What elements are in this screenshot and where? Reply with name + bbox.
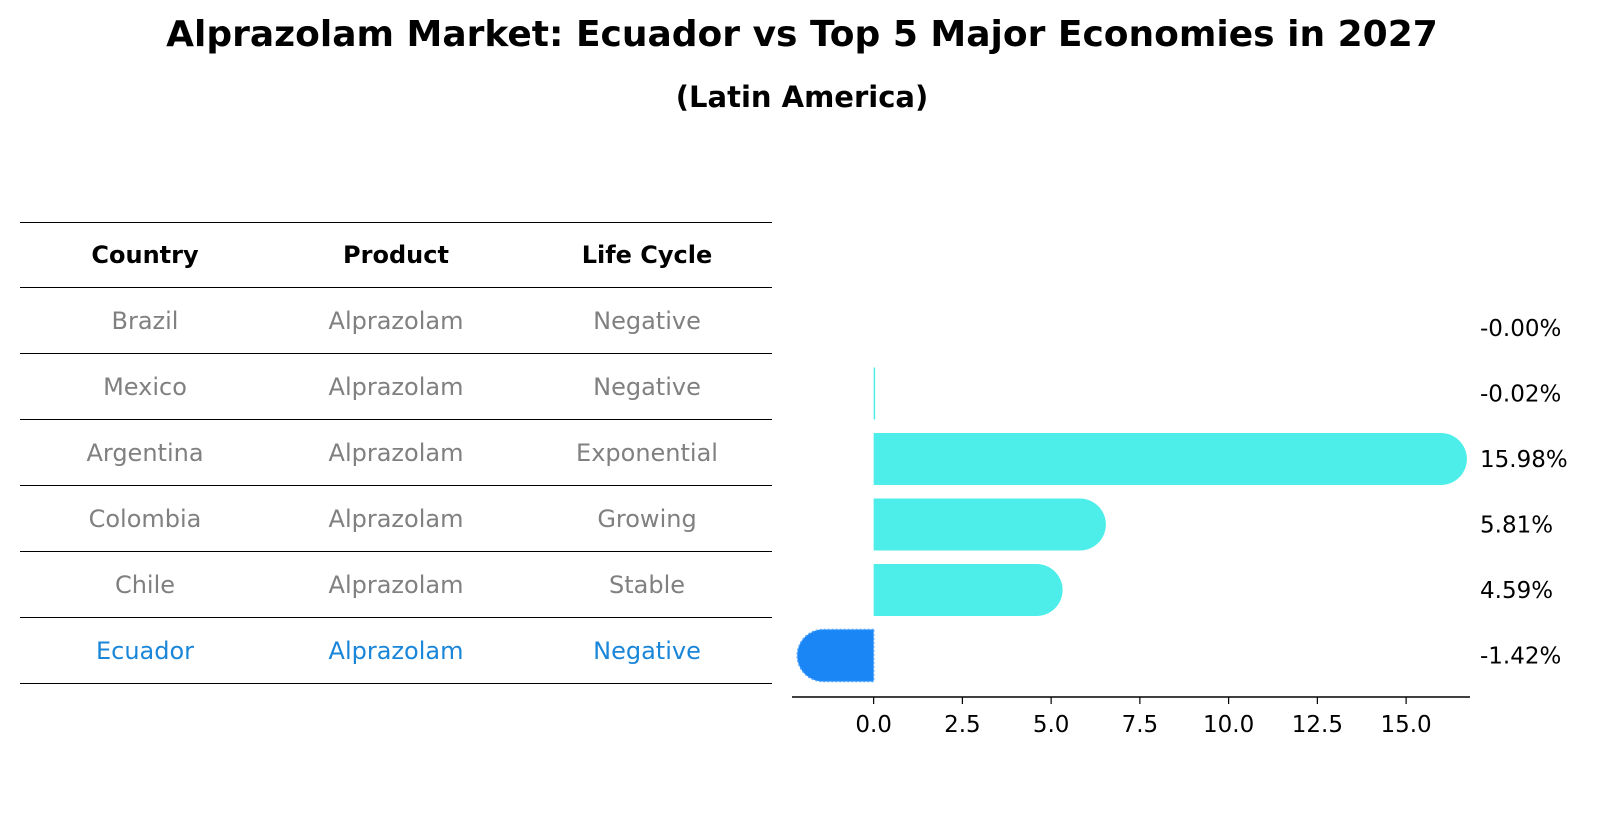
cell-life-cycle: Growing bbox=[597, 504, 697, 533]
table-row: Colombia Alprazolam Growing bbox=[20, 486, 772, 552]
cell-country: Colombia bbox=[88, 504, 202, 533]
bar-argentina bbox=[873, 433, 1467, 485]
cell-product: Alprazolam bbox=[328, 504, 464, 533]
cell-product: Alprazolam bbox=[328, 306, 464, 335]
x-tick-label: 5.0 bbox=[1033, 712, 1070, 738]
chart-title: Alprazolam Market: Ecuador vs Top 5 Majo… bbox=[166, 14, 1438, 55]
cell-life-cycle: Exponential bbox=[576, 438, 718, 467]
value-label-colombia: 5.81% bbox=[1480, 513, 1553, 539]
cell-country: Chile bbox=[114, 570, 176, 599]
x-tick-label: 12.5 bbox=[1292, 712, 1343, 738]
market-table: Country Product Life Cycle Brazil Alpraz… bbox=[20, 222, 772, 684]
table-header-row: Country Product Life Cycle bbox=[20, 222, 772, 288]
chart-subtitle: (Latin America) bbox=[675, 80, 929, 114]
cell-country: Brazil bbox=[111, 306, 179, 335]
bar-ecuador bbox=[796, 628, 875, 683]
bar-chile bbox=[873, 564, 1063, 616]
table-row: Chile Alprazolam Stable bbox=[20, 552, 772, 618]
x-tick-label: 10.0 bbox=[1203, 712, 1254, 738]
header-product: Product bbox=[343, 241, 449, 269]
cell-product: Alprazolam bbox=[328, 372, 464, 401]
header-country: Country bbox=[91, 241, 199, 269]
x-tick-label: 7.5 bbox=[1122, 712, 1159, 738]
value-label-brazil: -0.00% bbox=[1480, 316, 1561, 342]
table-row: Argentina Alprazolam Exponential bbox=[20, 420, 772, 486]
table-row: Brazil Alprazolam Negative bbox=[20, 288, 772, 354]
cell-life-cycle: Negative bbox=[593, 636, 701, 665]
value-label-mexico: -0.02% bbox=[1480, 382, 1561, 408]
value-label-ecuador: -1.42% bbox=[1480, 644, 1561, 670]
cell-product: Alprazolam bbox=[328, 570, 464, 599]
cell-country: Mexico bbox=[103, 372, 187, 401]
value-label-argentina: 15.98% bbox=[1480, 447, 1568, 473]
x-tick-label: 0.0 bbox=[855, 712, 892, 738]
cell-life-cycle: Negative bbox=[593, 306, 701, 335]
bar-mexico bbox=[873, 367, 876, 420]
cell-country: Ecuador bbox=[95, 636, 195, 665]
x-tick-label: 2.5 bbox=[944, 712, 981, 738]
table-row: Mexico Alprazolam Negative bbox=[20, 354, 772, 420]
cell-life-cycle: Stable bbox=[608, 570, 686, 599]
value-label-chile: 4.59% bbox=[1480, 578, 1553, 604]
cell-country: Argentina bbox=[86, 438, 204, 467]
table-row-highlight: Ecuador Alprazolam Negative bbox=[20, 618, 772, 684]
cell-life-cycle: Negative bbox=[593, 372, 701, 401]
cell-product: Alprazolam bbox=[328, 636, 464, 665]
cell-product: Alprazolam bbox=[328, 438, 464, 467]
bar-colombia bbox=[873, 498, 1106, 551]
x-tick-label: 15.0 bbox=[1380, 712, 1431, 738]
header-life-cycle: Life Cycle bbox=[581, 241, 713, 269]
